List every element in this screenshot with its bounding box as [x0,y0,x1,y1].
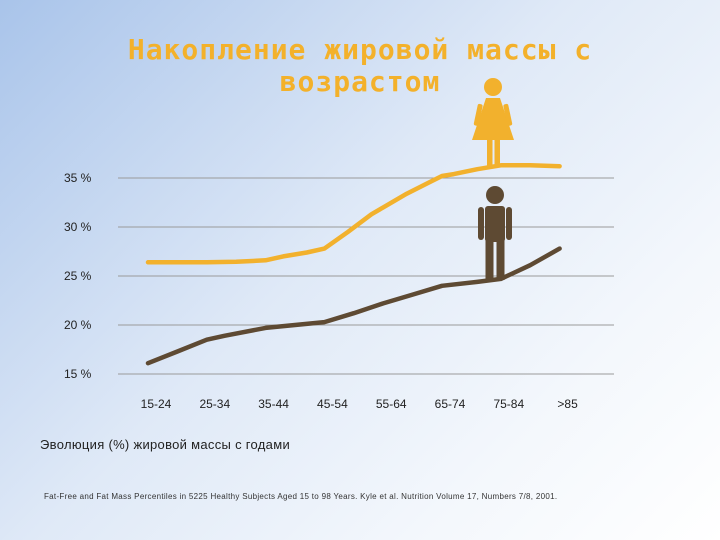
series-icons [472,78,514,280]
y-tick-label: 15 % [64,367,92,381]
y-tick-label: 25 % [64,269,92,283]
x-tick-label: 35-44 [258,397,289,411]
woman-icon [472,78,514,167]
x-tick-label: 55-64 [376,397,407,411]
chart-caption: Эволюция (%) жировой массы с годами [40,437,291,452]
x-tick-label: 15-24 [141,397,172,411]
x-axis-ticks: 15-24 25-34 35-44 45-54 55-64 65-74 75-84 >85 [141,397,578,411]
y-tick-label: 20 % [64,318,92,332]
y-tick-label: 30 % [64,220,92,234]
x-tick-label: 25-34 [199,397,230,411]
y-tick-label: 35 % [64,171,92,185]
source-citation: Fat-Free and Fat Mass Percentiles in 522… [44,492,558,501]
x-tick-label: 75-84 [493,397,524,411]
man-icon [478,186,512,280]
slide-title: Накопление жировой массы с возрастом [127,33,593,98]
woman-series-line [145,163,562,265]
x-tick-label: 65-74 [435,397,466,411]
y-axis-ticks: 15 % 20 % 25 % 30 % 35 % [64,171,92,381]
x-tick-label: >85 [557,397,578,411]
x-tick-label: 45-54 [317,397,348,411]
grid-lines [118,177,614,375]
